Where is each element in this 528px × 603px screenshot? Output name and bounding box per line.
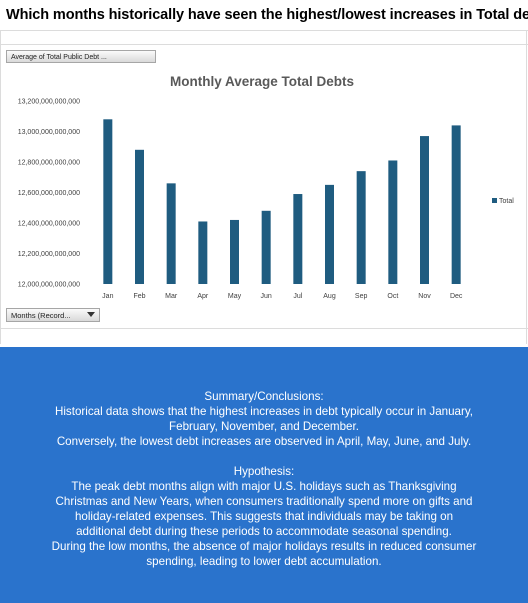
summary-line: Historical data shows that the highest i… <box>54 405 473 418</box>
bar-jun <box>261 210 271 284</box>
summary-line: Conversely, the lowest debt increases ar… <box>56 435 472 448</box>
summary-heading: Summary/Conclusions: <box>204 390 324 403</box>
axis-field-label: Months (Record... <box>11 311 71 320</box>
hypothesis-line: During the low months, the absence of ma… <box>51 540 477 553</box>
chart-area <box>0 30 528 344</box>
bar-sep <box>356 171 366 284</box>
hypothesis-heading: Hypothesis: <box>233 465 295 478</box>
value-field-button[interactable]: Average of Total Public Debt ... <box>6 50 156 63</box>
chevron-down-icon[interactable] <box>87 312 95 317</box>
hypothesis-line: Christmas and New Years, when consumers … <box>55 495 473 508</box>
bar-apr <box>198 221 208 284</box>
cell-gridline <box>0 30 1 344</box>
x-tick-label: Oct <box>387 293 398 300</box>
x-tick-label: Nov <box>418 293 431 300</box>
bar-jul <box>293 194 303 284</box>
y-tick-label: 12,600,000,000,000 <box>18 190 80 197</box>
y-tick-label: 13,200,000,000,000 <box>18 99 80 106</box>
hypothesis-line: additional debt during these periods to … <box>76 525 452 538</box>
bar-may <box>230 219 239 284</box>
bar-nov <box>420 136 429 284</box>
y-tick-label: 12,400,000,000,000 <box>18 221 80 228</box>
x-tick-label: Sep <box>355 293 368 300</box>
bar-chart: Monthly Average Total Debts 13,200,000,0… <box>18 74 515 300</box>
x-tick-label: Jul <box>293 293 302 300</box>
hypothesis-line: spending, leading to lower debt accumula… <box>146 555 382 568</box>
cell-gridline <box>526 30 527 344</box>
bar-oct <box>388 160 398 284</box>
bar-jan <box>103 119 113 284</box>
question-heading: Which months historically have seen the … <box>6 7 528 23</box>
cell-gridline <box>0 328 528 329</box>
cell-gridline <box>0 30 528 31</box>
x-tick-label: May <box>228 293 242 300</box>
hypothesis-line: holiday-related expenses. This suggests … <box>74 510 454 523</box>
summary-panel: Summary/Conclusions: Historical data sho… <box>0 347 528 603</box>
y-tick-label: 12,800,000,000,000 <box>18 160 80 167</box>
y-tick-label: 13,000,000,000,000 <box>18 129 80 136</box>
hypothesis-line: The peak debt months align with major U.… <box>71 480 457 493</box>
chart-title: Monthly Average Total Debts <box>170 74 354 89</box>
x-tick-label: Dec <box>450 293 463 300</box>
cell-gridline <box>0 44 528 45</box>
bar-dec <box>451 125 461 285</box>
axis-field-dropdown[interactable]: Months (Record... <box>6 308 100 322</box>
legend-swatch <box>492 198 497 203</box>
y-tick-label: 12,200,000,000,000 <box>18 251 80 258</box>
x-tick-label: Jun <box>261 293 272 300</box>
bar-feb <box>135 149 144 284</box>
bar-mar <box>166 183 176 284</box>
summary-line: February, November, and December. <box>169 420 359 433</box>
x-tick-label: Feb <box>133 293 145 300</box>
x-tick-label: Jan <box>102 293 113 300</box>
legend-label: Total <box>499 198 514 205</box>
x-tick-label: Aug <box>323 293 336 300</box>
x-tick-label: Apr <box>197 293 209 300</box>
y-tick-label: 12,000,000,000,000 <box>18 282 80 289</box>
bar-aug <box>325 184 334 284</box>
x-tick-label: Mar <box>165 293 178 300</box>
